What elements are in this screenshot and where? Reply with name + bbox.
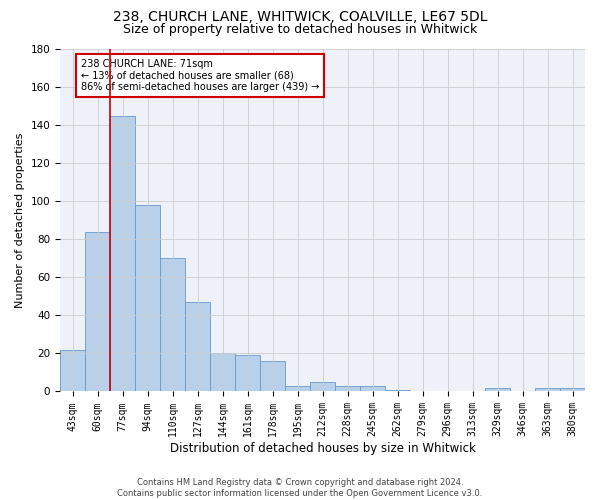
Bar [360,386,385,392]
Bar [135,205,160,392]
Bar [385,390,410,392]
Y-axis label: Number of detached properties: Number of detached properties [15,132,25,308]
Bar [535,388,560,392]
Text: Size of property relative to detached houses in Whitwick: Size of property relative to detached ho… [123,22,477,36]
Bar [310,382,335,392]
Text: 238 CHURCH LANE: 71sqm
← 13% of detached houses are smaller (68)
86% of semi-det: 238 CHURCH LANE: 71sqm ← 13% of detached… [81,60,319,92]
Bar [260,361,285,392]
Bar [335,386,360,392]
Bar [85,232,110,392]
Bar [235,356,260,392]
Bar [160,258,185,392]
Bar [185,302,210,392]
Bar [110,116,135,392]
Bar [60,350,85,392]
Bar [210,354,235,392]
Bar [560,388,585,392]
Text: Contains HM Land Registry data © Crown copyright and database right 2024.
Contai: Contains HM Land Registry data © Crown c… [118,478,482,498]
Bar [485,388,510,392]
Text: 238, CHURCH LANE, WHITWICK, COALVILLE, LE67 5DL: 238, CHURCH LANE, WHITWICK, COALVILLE, L… [113,10,487,24]
X-axis label: Distribution of detached houses by size in Whitwick: Distribution of detached houses by size … [170,442,475,455]
Bar [285,386,310,392]
